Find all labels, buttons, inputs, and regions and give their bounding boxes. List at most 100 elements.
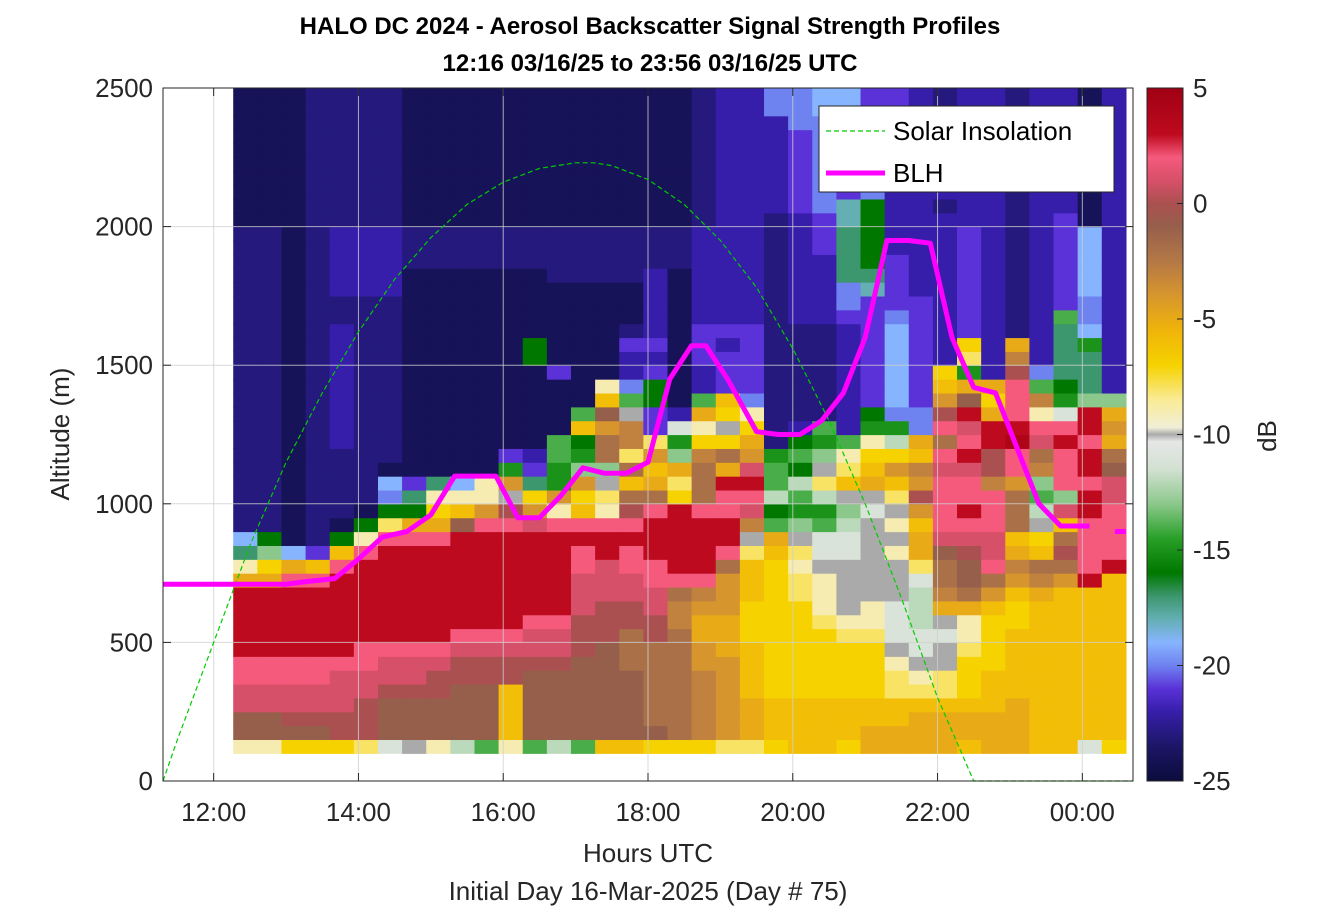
heatmap-cell bbox=[353, 586, 379, 602]
heatmap-cell bbox=[474, 420, 500, 436]
heatmap-cell bbox=[329, 254, 355, 269]
heatmap-cell bbox=[257, 351, 283, 366]
heatmap-cell bbox=[402, 379, 427, 394]
heatmap-cell bbox=[715, 240, 741, 255]
heatmap-cell bbox=[522, 545, 548, 560]
heatmap-cell bbox=[570, 295, 596, 311]
heatmap-cell bbox=[788, 697, 813, 713]
heatmap-cell bbox=[1101, 600, 1127, 616]
heatmap-cell bbox=[788, 559, 813, 574]
heatmap-cell bbox=[836, 670, 862, 685]
heatmap-cell bbox=[595, 129, 620, 145]
heatmap-cell bbox=[233, 503, 258, 519]
heatmap-cell bbox=[836, 711, 862, 727]
heatmap-cell bbox=[981, 697, 1006, 713]
heatmap-cell bbox=[981, 476, 1006, 491]
heatmap-cell bbox=[546, 392, 572, 408]
heatmap-cell bbox=[1077, 448, 1103, 463]
heatmap-cell bbox=[522, 586, 548, 602]
heatmap-cell bbox=[402, 683, 427, 699]
heatmap-cell bbox=[402, 143, 427, 158]
heatmap-cell bbox=[329, 323, 355, 339]
heatmap-cell bbox=[1077, 656, 1103, 671]
heatmap-cell bbox=[257, 670, 283, 685]
heatmap-cell bbox=[570, 670, 596, 685]
heatmap-cell bbox=[377, 476, 403, 491]
heatmap-cell bbox=[570, 351, 596, 366]
heatmap-cell bbox=[1053, 323, 1079, 339]
heatmap-cell bbox=[619, 517, 644, 533]
heatmap-cell bbox=[233, 489, 258, 505]
heatmap-cell bbox=[426, 268, 451, 283]
heatmap-cell bbox=[426, 240, 451, 255]
heatmap-cell bbox=[522, 88, 548, 103]
heatmap-cell bbox=[1005, 670, 1031, 685]
heatmap-cell bbox=[305, 628, 331, 643]
heatmap-cell bbox=[715, 503, 741, 519]
heatmap-cell bbox=[667, 517, 693, 533]
heatmap-cell bbox=[908, 683, 934, 699]
heatmap-cell bbox=[932, 489, 958, 505]
heatmap-cell bbox=[329, 143, 355, 158]
heatmap-cell bbox=[1053, 268, 1079, 283]
y-tick-label: 2500 bbox=[95, 73, 153, 103]
heatmap-cell bbox=[1029, 268, 1055, 283]
heatmap-cell bbox=[595, 323, 620, 339]
heatmap-cell bbox=[1101, 240, 1127, 255]
heatmap-cell bbox=[667, 503, 693, 519]
heatmap-cell bbox=[1029, 88, 1055, 103]
y-tick-label: 500 bbox=[110, 627, 153, 657]
heatmap-cell bbox=[474, 198, 500, 214]
heatmap-cell bbox=[402, 489, 427, 505]
heatmap-cell bbox=[739, 254, 765, 269]
heatmap-cell bbox=[836, 739, 862, 754]
heatmap-cell bbox=[305, 739, 331, 754]
heatmap-cell bbox=[764, 725, 789, 741]
heatmap-cell bbox=[667, 656, 693, 671]
heatmap-cell bbox=[233, 309, 258, 325]
heatmap-cell bbox=[1029, 448, 1055, 463]
heatmap-cell bbox=[570, 101, 596, 117]
heatmap-cell bbox=[812, 198, 837, 214]
heatmap-cell bbox=[1029, 226, 1055, 242]
heatmap-cell bbox=[715, 323, 741, 339]
heatmap-cell bbox=[715, 476, 741, 491]
heatmap-cell bbox=[788, 212, 813, 228]
heatmap-cell bbox=[764, 628, 789, 643]
heatmap-cell bbox=[739, 434, 765, 449]
heatmap-cell bbox=[764, 295, 789, 311]
heatmap-cell bbox=[305, 351, 331, 366]
heatmap-cell bbox=[522, 725, 548, 741]
heatmap-cell bbox=[233, 282, 258, 297]
heatmap-cell bbox=[329, 392, 355, 408]
heatmap-cell bbox=[981, 351, 1006, 366]
heatmap-cell bbox=[329, 268, 355, 283]
heatmap-cell bbox=[595, 337, 620, 352]
heatmap-cell bbox=[1005, 531, 1031, 546]
heatmap-cell bbox=[377, 434, 403, 449]
heatmap-cell bbox=[812, 628, 837, 643]
heatmap-cell bbox=[257, 711, 283, 727]
heatmap-cell bbox=[233, 129, 258, 145]
heatmap-cell bbox=[957, 268, 982, 283]
heatmap-cell bbox=[546, 642, 572, 657]
heatmap-cell bbox=[426, 545, 451, 560]
heatmap-cell bbox=[812, 670, 837, 685]
heatmap-cell bbox=[329, 198, 355, 214]
heatmap-cell bbox=[981, 628, 1006, 643]
heatmap-cell bbox=[281, 725, 307, 741]
heatmap-cell bbox=[450, 351, 476, 366]
heatmap-cell bbox=[764, 614, 789, 630]
heatmap-cell bbox=[715, 559, 741, 574]
heatmap-cell bbox=[329, 309, 355, 325]
heatmap-cell bbox=[788, 240, 813, 255]
heatmap-cell bbox=[932, 226, 958, 242]
heatmap-cell bbox=[764, 476, 789, 491]
heatmap-cell bbox=[1005, 628, 1031, 643]
heatmap-cell bbox=[377, 670, 403, 685]
heatmap-cell bbox=[981, 309, 1006, 325]
heatmap-cell bbox=[1029, 309, 1055, 325]
heatmap-cell bbox=[595, 282, 620, 297]
heatmap-cell bbox=[836, 240, 862, 255]
heatmap-cell bbox=[1005, 711, 1031, 727]
